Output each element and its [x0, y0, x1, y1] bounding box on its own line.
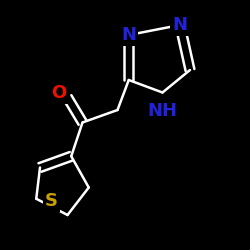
Text: N: N [172, 16, 188, 34]
Text: NH: NH [148, 102, 178, 120]
Text: O: O [51, 84, 66, 102]
Text: S: S [45, 192, 58, 210]
Text: N: N [121, 26, 136, 44]
